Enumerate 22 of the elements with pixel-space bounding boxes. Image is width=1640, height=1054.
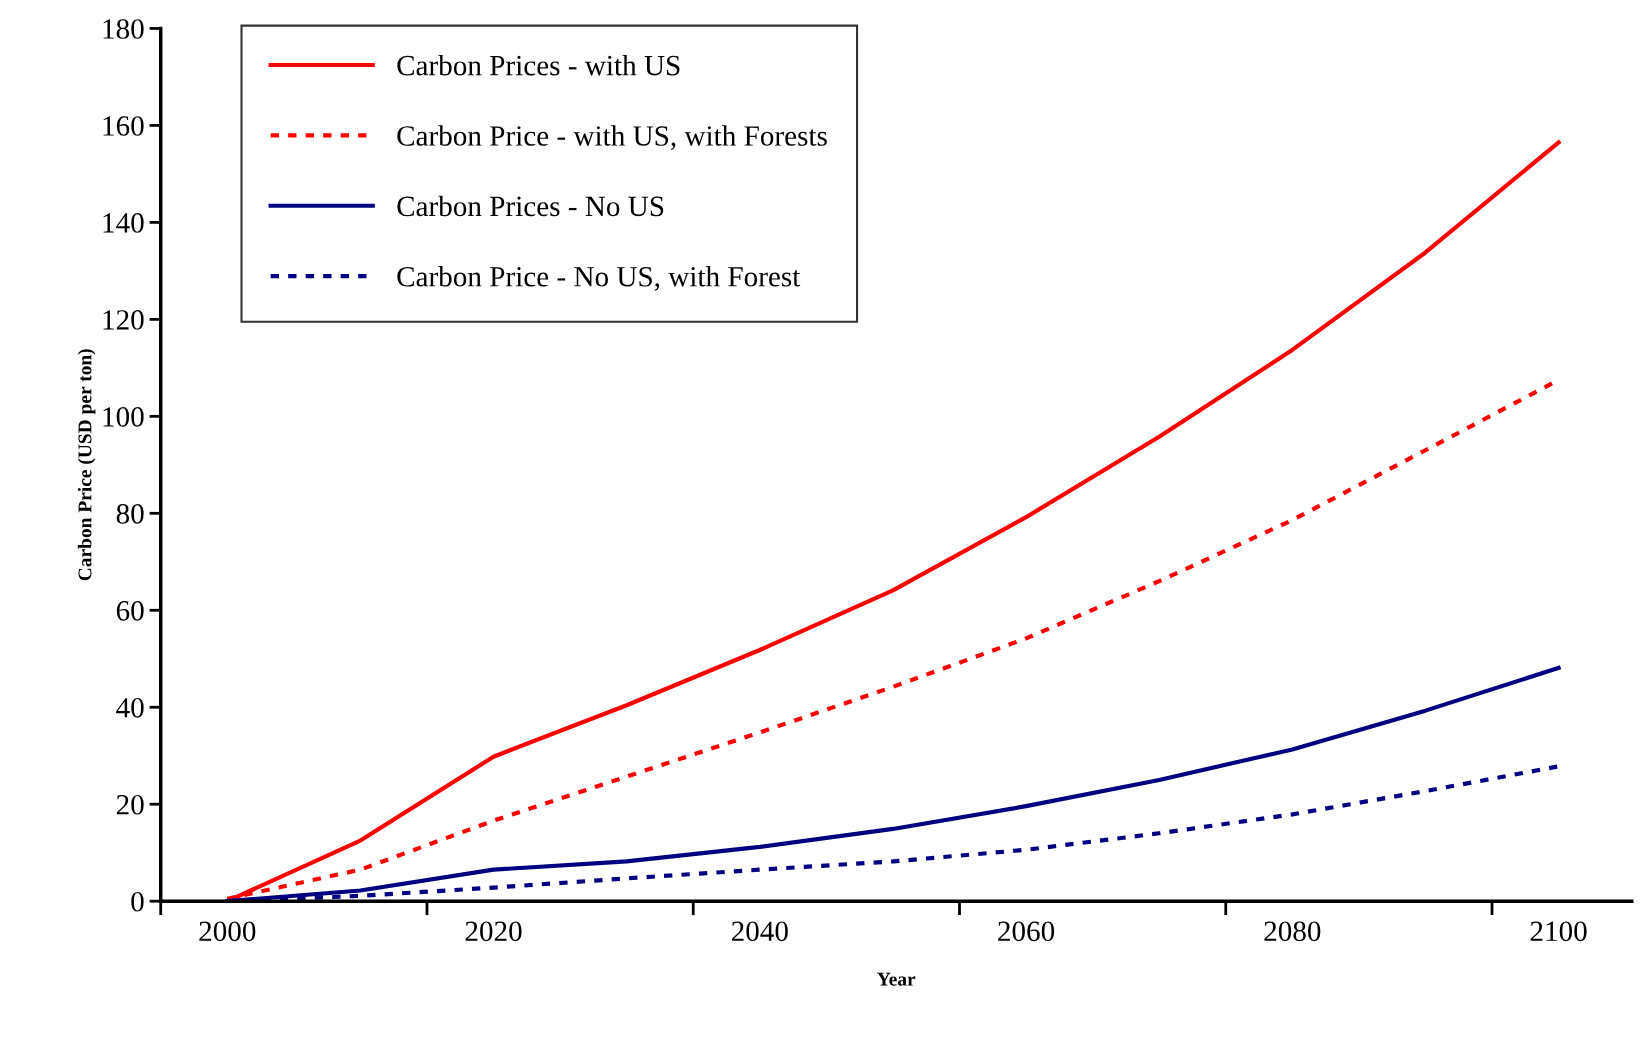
x-tick-label: 2060 bbox=[998, 921, 1055, 942]
legend-label: Carbon Price - with US, with Forests bbox=[397, 125, 827, 151]
y-axis-title: Carbon Price (USD per ton) bbox=[77, 349, 96, 581]
legend-label: Carbon Prices - No US bbox=[397, 195, 664, 217]
y-tick-label: 0 bbox=[131, 891, 144, 912]
x-tick-label: 2000 bbox=[199, 921, 256, 942]
legend-label: Carbon Price - No US, with Forest bbox=[397, 266, 801, 291]
x-tick-label: 2040 bbox=[731, 921, 788, 942]
y-tick-label: 40 bbox=[116, 697, 144, 718]
y-tick-label: 120 bbox=[103, 310, 144, 330]
y-tick-label: 100 bbox=[103, 407, 144, 427]
y-tick-label: 140 bbox=[103, 213, 144, 233]
legend-label: Carbon Prices - with US bbox=[397, 54, 680, 76]
x-tick-label: 2080 bbox=[1264, 921, 1321, 942]
y-tick-label: 60 bbox=[116, 600, 144, 621]
x-tick-label: 2020 bbox=[465, 921, 522, 942]
y-tick-label: 180 bbox=[103, 19, 144, 39]
y-tick-label: 20 bbox=[116, 794, 144, 815]
y-tick-label: 160 bbox=[103, 116, 144, 136]
y-tick-label: 80 bbox=[116, 504, 144, 524]
x-tick-label: 2100 bbox=[1530, 921, 1587, 942]
x-axis-title: Year bbox=[877, 972, 916, 986]
